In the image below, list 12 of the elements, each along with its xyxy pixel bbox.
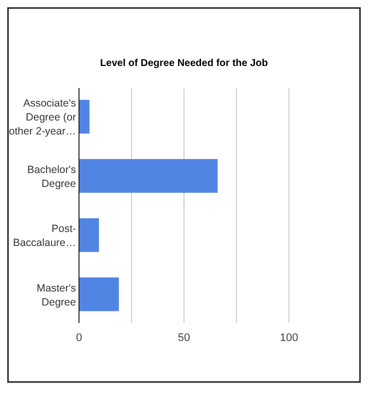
y-tick-label: Post-Baccalaure… — [12, 223, 76, 250]
y-tick-label: Bachelor's Degree — [27, 164, 76, 190]
chart-title: Level of Degree Needed for the Job — [100, 58, 268, 69]
bar — [79, 218, 99, 252]
x-tick-label: 100 — [280, 332, 298, 344]
bar — [79, 159, 218, 193]
x-tick-label: 50 — [178, 332, 190, 344]
bar — [79, 100, 90, 134]
x-tick-label: 0 — [76, 332, 82, 344]
y-tick-label: Associate's Degree (or other 2-year… — [8, 98, 76, 138]
y-tick-label: Master's Degree — [36, 282, 76, 308]
bar — [79, 277, 119, 312]
